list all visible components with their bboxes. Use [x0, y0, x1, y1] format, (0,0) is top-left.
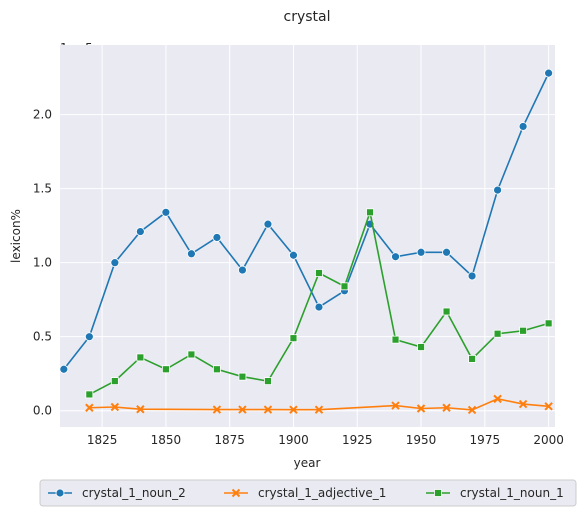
- marker: [213, 365, 221, 374]
- y-tick-label: 1.0: [33, 256, 52, 270]
- x-tick-label: 1875: [214, 433, 245, 447]
- marker: [391, 335, 400, 344]
- marker: [136, 353, 145, 362]
- marker: [238, 405, 247, 414]
- marker: [136, 405, 145, 414]
- plot-area: [60, 45, 555, 427]
- marker: [519, 326, 528, 335]
- marker: [85, 403, 94, 412]
- y-axis-label: lexicon%: [9, 209, 23, 263]
- marker: [493, 394, 502, 404]
- y-tick-label: 0.0: [33, 404, 52, 418]
- x-tick-label: 1925: [342, 433, 373, 447]
- marker: [55, 488, 65, 498]
- marker: [467, 405, 477, 415]
- marker: [238, 265, 247, 275]
- marker: [493, 329, 502, 338]
- marker: [263, 219, 273, 229]
- marker: [110, 402, 120, 412]
- marker: [110, 258, 120, 268]
- marker: [84, 332, 94, 342]
- legend-frame: [39, 479, 577, 507]
- x-tick-label: 1975: [470, 433, 501, 447]
- marker: [544, 402, 553, 411]
- marker: [434, 489, 442, 497]
- marker: [518, 399, 528, 409]
- marker: [231, 488, 241, 498]
- x-tick-label: 1950: [406, 433, 437, 447]
- marker: [391, 401, 400, 410]
- marker: [161, 365, 170, 374]
- x-tick-label: 1825: [87, 433, 118, 447]
- marker: [417, 343, 425, 351]
- marker: [187, 249, 196, 259]
- x-tick-label: 1850: [151, 433, 182, 447]
- marker: [187, 350, 196, 359]
- marker: [366, 208, 374, 217]
- marker: [59, 364, 69, 374]
- series-line: [63, 72, 550, 370]
- marker: [212, 405, 222, 414]
- marker: [544, 319, 553, 328]
- y-tick-label: 2.0: [33, 108, 52, 122]
- marker: [135, 227, 145, 236]
- y-tick-label: 1.5: [33, 182, 52, 196]
- x-tick-label: 1900: [278, 433, 309, 447]
- marker: [416, 247, 426, 257]
- chart-title: crystal: [284, 9, 331, 25]
- marker: [467, 271, 477, 281]
- marker: [289, 405, 298, 414]
- marker: [518, 122, 528, 131]
- marker: [263, 405, 273, 414]
- marker: [289, 250, 298, 260]
- marker: [442, 247, 451, 257]
- marker: [442, 307, 451, 316]
- marker: [314, 405, 324, 414]
- marker: [442, 403, 451, 412]
- legend-label: crystal_1_adjective_1: [258, 486, 386, 500]
- x-axis-label: year: [294, 456, 321, 470]
- legend-label: crystal_1_noun_1: [460, 486, 564, 500]
- marker: [110, 377, 119, 386]
- x-tick-label: 2000: [533, 433, 564, 447]
- marker: [161, 207, 171, 217]
- marker: [544, 68, 554, 78]
- marker: [264, 377, 272, 386]
- marker: [238, 372, 247, 381]
- marker: [391, 252, 400, 262]
- marker: [468, 354, 476, 363]
- legend: crystal_1_noun_2 crystal_1_adjective_1 cry…: [39, 479, 577, 507]
- legend-label: crystal_1_noun_2: [82, 486, 186, 500]
- marker: [85, 390, 94, 399]
- marker: [416, 404, 426, 413]
- marker: [289, 334, 298, 343]
- marker: [314, 302, 324, 312]
- marker: [315, 269, 323, 277]
- marker: [212, 233, 222, 242]
- marker: [493, 185, 502, 195]
- y-tick-label: 0.5: [33, 330, 52, 344]
- marker: [340, 282, 349, 291]
